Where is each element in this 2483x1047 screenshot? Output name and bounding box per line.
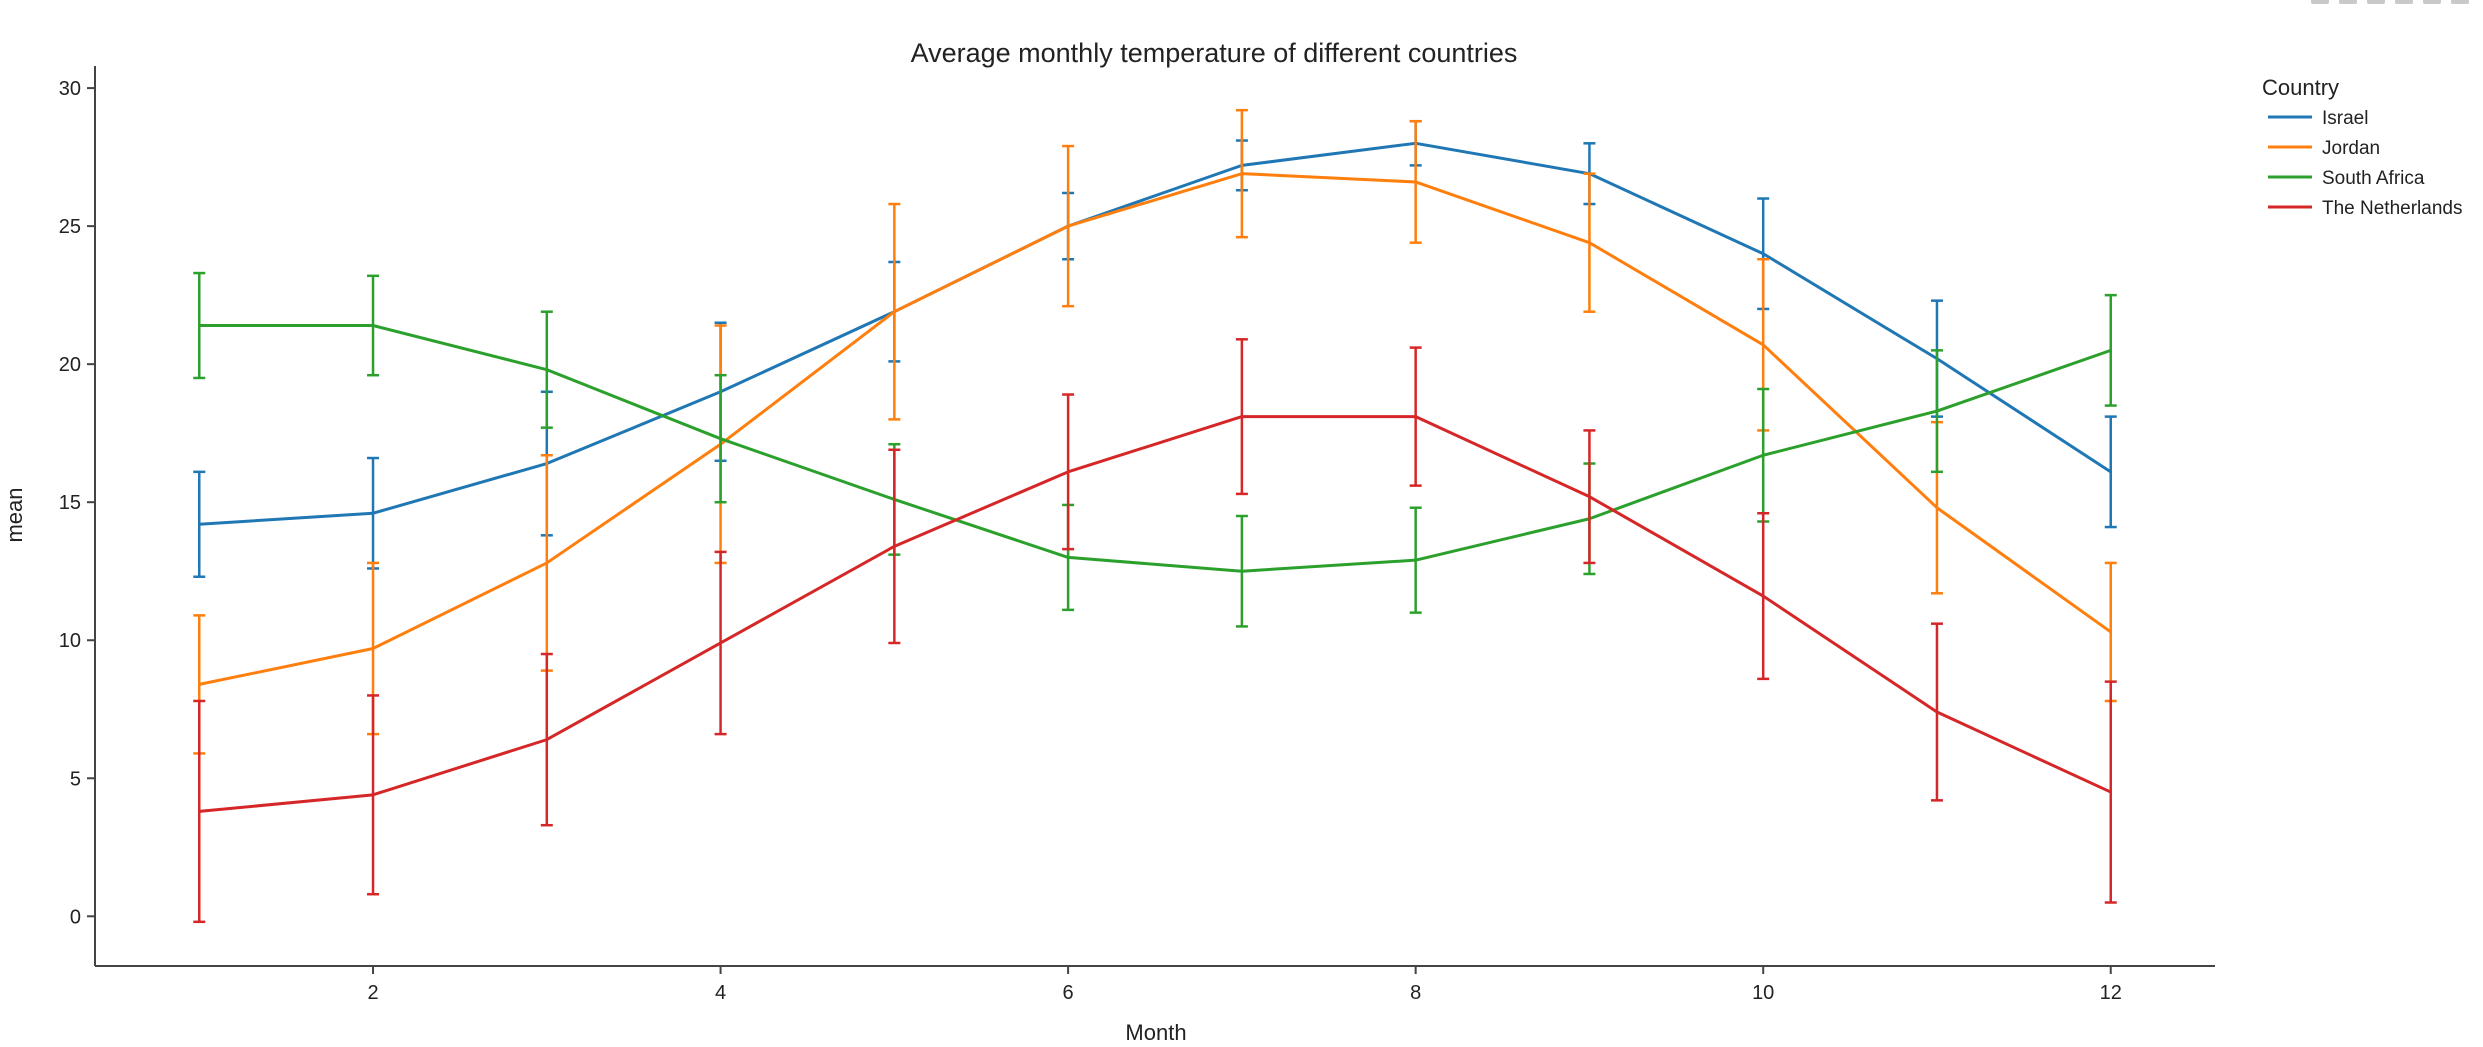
y-axis-title: mean (2, 487, 27, 542)
x-axis-title: Month (1125, 1020, 1186, 1045)
modebar-pan-icon[interactable] (2339, 0, 2357, 4)
modebar[interactable] (2311, 0, 2469, 6)
legend-label: The Netherlands (2322, 198, 2462, 219)
x-tick-label: 2 (367, 982, 378, 1004)
y-tick-label: 0 (70, 906, 81, 928)
legend-item-jordan[interactable]: Jordan (2268, 138, 2380, 159)
series-line-israel (199, 141, 2112, 526)
legend-label: Jordan (2322, 138, 2380, 159)
series-line-south-africa (199, 324, 2112, 573)
y-tick-label: 30 (59, 78, 81, 100)
legend-label: Israel (2322, 108, 2368, 129)
y-axis: 0 5 10 15 20 25 30 (59, 78, 95, 928)
x-tick-label: 10 (1752, 982, 1774, 1004)
y-tick-label: 5 (70, 768, 81, 790)
y-tick-label: 15 (59, 492, 81, 514)
series-south-africa (193, 271, 2117, 628)
modebar-zoom-icon[interactable] (2311, 0, 2329, 4)
y-tick-label: 20 (59, 354, 81, 376)
legend[interactable]: Country Israel Jordan South Africa The Neth… (2262, 75, 2462, 219)
y-tick-label: 10 (59, 630, 81, 652)
series-israel (193, 119, 2117, 578)
series-line-jordan (198, 172, 2112, 686)
chart-title: Average monthly temperature of different… (911, 38, 1518, 68)
legend-item-the-netherlands[interactable]: The Netherlands (2268, 198, 2462, 219)
legend-label: South Africa (2322, 168, 2425, 189)
series-the-netherlands (193, 338, 2117, 924)
legend-item-south-africa[interactable]: South Africa (2268, 168, 2425, 189)
x-tick-label: 12 (2100, 982, 2122, 1004)
series-line-the-netherlands (199, 415, 2112, 813)
modebar-zoom-out-icon[interactable] (2423, 0, 2441, 4)
y-tick-label: 25 (59, 216, 81, 238)
legend-item-israel[interactable]: Israel (2268, 108, 2368, 129)
modebar-reset-icon[interactable] (2451, 0, 2469, 4)
x-tick-label: 4 (715, 982, 726, 1004)
x-axis: 2 4 6 8 10 12 (367, 966, 2122, 1004)
modebar-select-icon[interactable] (2367, 0, 2385, 4)
series-layer (193, 108, 2117, 924)
x-tick-label: 6 (1063, 982, 1074, 1004)
series-jordan (193, 108, 2117, 755)
plot-area: 0 5 10 15 20 25 30 2 4 6 8 10 12 (59, 66, 2215, 1004)
modebar-zoom-in-icon[interactable] (2395, 0, 2413, 4)
legend-title: Country (2262, 75, 2339, 100)
x-tick-label: 8 (1410, 982, 1421, 1004)
